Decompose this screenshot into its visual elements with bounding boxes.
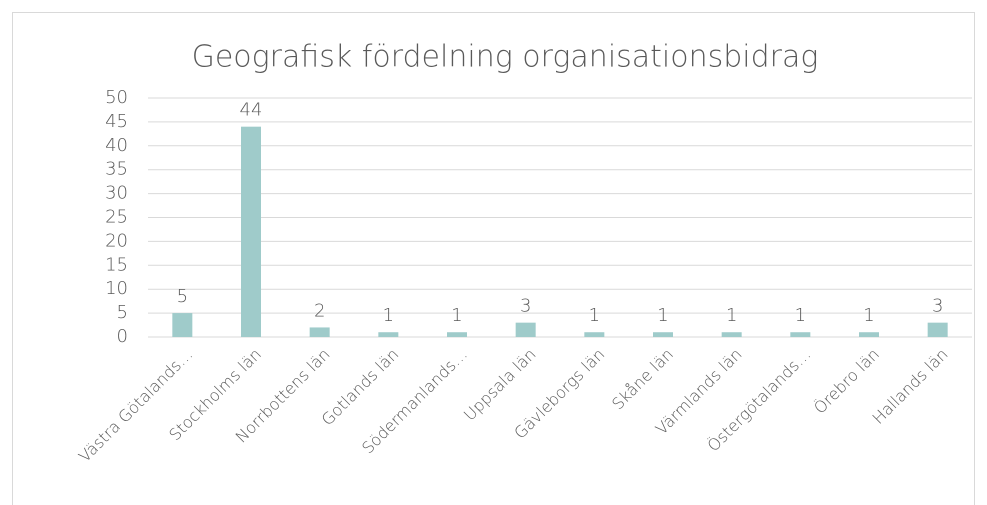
x-tick-label: Västra Götalands…	[75, 345, 196, 466]
data-label: 1	[657, 305, 668, 326]
bar	[927, 322, 948, 337]
data-label: 3	[520, 296, 531, 317]
bar	[172, 313, 193, 337]
bar	[653, 332, 673, 337]
y-tick-label: 0	[117, 326, 128, 347]
bar	[790, 332, 811, 337]
y-tick-label: 40	[105, 135, 128, 156]
bar	[309, 327, 330, 337]
bar	[378, 332, 399, 337]
data-label: 1	[589, 305, 600, 326]
y-tick-label: 35	[105, 159, 128, 180]
y-tick-label: 20	[105, 230, 128, 251]
y-tick-label: 50	[105, 87, 128, 108]
bar	[721, 332, 742, 337]
data-label: 44	[240, 100, 263, 121]
data-label: 1	[383, 305, 394, 326]
bar	[241, 126, 261, 338]
y-tick-label: 10	[105, 278, 128, 299]
y-tick-label: 30	[105, 183, 128, 204]
data-label: 1	[795, 305, 806, 326]
data-label: 3	[932, 296, 943, 317]
data-label: 1	[726, 305, 737, 326]
y-tick-label: 25	[105, 207, 128, 228]
x-tick-label: Örebro län	[810, 345, 883, 418]
y-tick-label: 45	[105, 111, 128, 132]
data-label: 2	[314, 300, 325, 321]
bar	[515, 322, 536, 337]
data-label: 1	[863, 305, 874, 326]
bar	[859, 332, 879, 337]
chart-title: Geografisk fördelning organisationsbidra…	[192, 40, 819, 75]
chart-frame	[12, 12, 975, 505]
y-tick-label: 15	[105, 254, 128, 275]
bar	[584, 332, 605, 337]
y-tick-label: 5	[117, 302, 128, 323]
data-label: 1	[451, 305, 462, 326]
data-label: 5	[177, 286, 188, 307]
x-tick-label: Skåne län	[608, 345, 677, 414]
bar	[447, 332, 467, 337]
